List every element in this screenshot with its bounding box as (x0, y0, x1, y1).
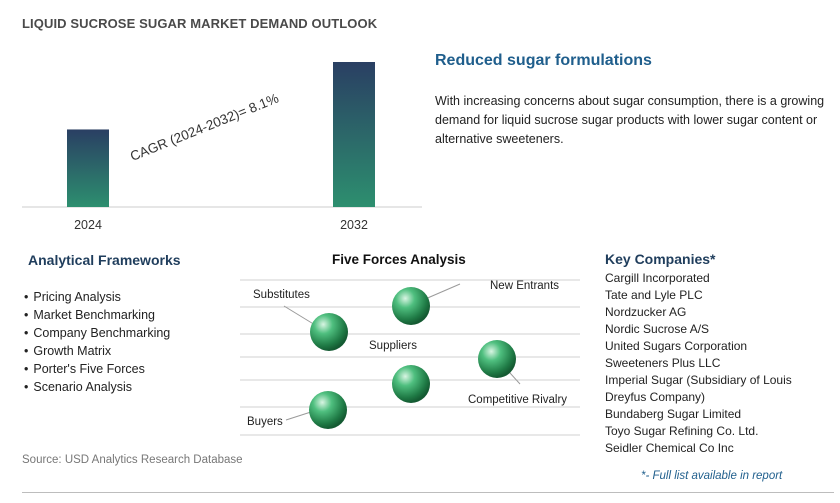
framework-item: Pricing Analysis (24, 288, 170, 306)
framework-item: Scenario Analysis (24, 378, 170, 396)
company-item: Bundaberg Sugar Limited (605, 407, 742, 421)
framework-item: Market Benchmarking (24, 306, 170, 324)
competitive-rivalry-label: Competitive Rivalry (468, 394, 568, 406)
new-entrants-sphere (392, 287, 430, 325)
five-forces-diagram (240, 279, 580, 436)
framework-item: Company Benchmarking (24, 324, 170, 342)
company-item: United Sugars Corporation (605, 339, 748, 353)
company-item: Toyo Sugar Refining Co. Ltd. (605, 424, 759, 438)
footnote: *- Full list available in report (641, 470, 783, 482)
competitive-rivalry-sphere (478, 340, 516, 378)
bar-chart: 2024 2032 (22, 62, 422, 232)
framework-item: Porter's Five Forces (24, 360, 170, 378)
frameworks-title: Analytical Frameworks (28, 252, 181, 268)
company-item: Nordic Sucrose A/S (605, 322, 710, 336)
bars-group (67, 62, 375, 207)
company-item: Sweeteners Plus LLC (605, 356, 721, 370)
company-item: Seidler Chemical Co Inc (605, 441, 734, 455)
framework-item: Growth Matrix (24, 342, 170, 360)
companies-title: Key Companies* (605, 251, 716, 267)
headline: Reduced sugar formulations (435, 52, 652, 69)
companies-list: Cargill Incorporated Tate and Lyle PLC N… (605, 270, 835, 457)
bar-2032 (333, 62, 375, 207)
source-note: Source: USD Analytics Research Database (22, 454, 243, 466)
substitutes-label: Substitutes (253, 289, 310, 301)
new-entrants-label: New Entrants (490, 280, 560, 292)
buyers-sphere (309, 391, 347, 429)
company-item: Nordzucker AG (605, 305, 687, 319)
ticks-group: 2024 2032 (74, 218, 368, 232)
x-tick-label: 2024 (74, 218, 102, 232)
company-item: Tate and Lyle PLC (605, 288, 703, 302)
bar-2024 (67, 129, 109, 207)
page-title: LIQUID SUCROSE SUGAR MARKET DEMAND OUTLO… (22, 16, 378, 31)
x-tick-label: 2032 (340, 218, 368, 232)
suppliers-sphere (392, 365, 430, 403)
bottom-divider (22, 492, 834, 493)
suppliers-label: Suppliers (369, 340, 417, 352)
five-forces-title: Five Forces Analysis (332, 252, 466, 267)
company-item: Imperial Sugar (Subsidiary of Louis Drey… (605, 373, 792, 404)
company-item: Cargill Incorporated (605, 271, 710, 285)
companies-list-clip: Cargill Incorporated Tate and Lyle PLC N… (605, 270, 835, 468)
description: With increasing concerns about sugar con… (435, 94, 825, 146)
substitutes-sphere (310, 313, 348, 351)
buyers-label: Buyers (247, 416, 283, 428)
frameworks-list: Pricing Analysis Market Benchmarking Com… (24, 288, 170, 396)
